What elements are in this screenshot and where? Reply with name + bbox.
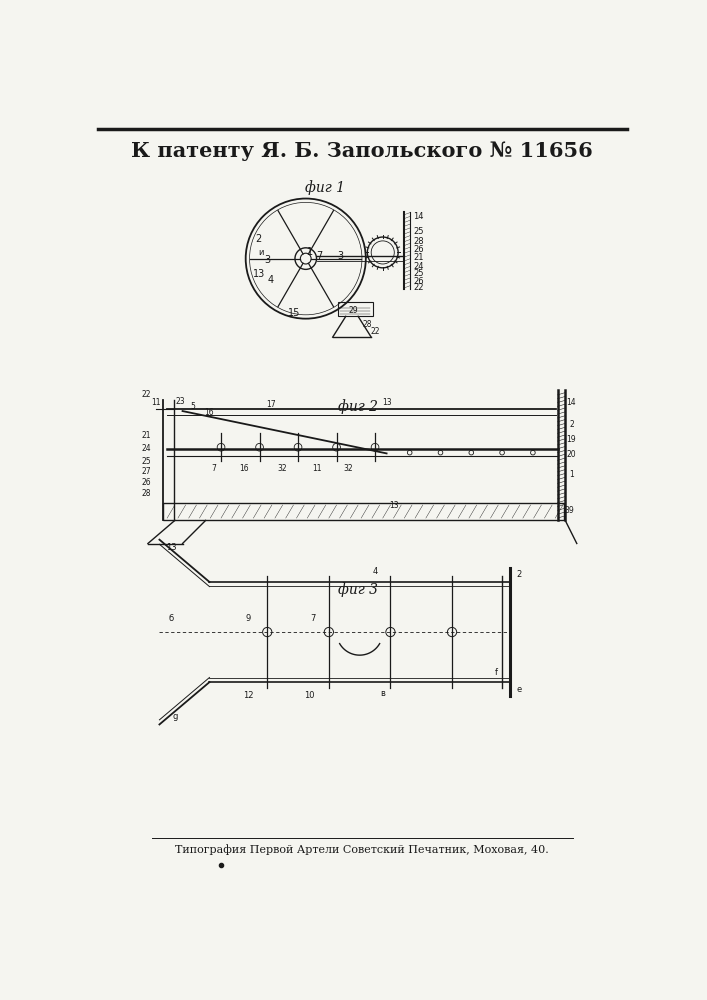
Text: 25: 25 <box>414 227 424 236</box>
Text: б: б <box>168 614 174 623</box>
Text: 13: 13 <box>253 269 266 279</box>
Text: 25: 25 <box>141 457 151 466</box>
Text: 28: 28 <box>363 320 372 329</box>
Text: 16: 16 <box>205 408 214 417</box>
Text: 14: 14 <box>566 398 576 407</box>
Text: 26: 26 <box>141 478 151 487</box>
Text: 14: 14 <box>414 212 424 221</box>
Text: 3: 3 <box>337 251 344 261</box>
Text: в: в <box>380 689 385 698</box>
Text: 2: 2 <box>255 234 261 244</box>
Text: 22: 22 <box>370 327 380 336</box>
Text: Типография Первой Артели Советский Печатник, Моховая, 40.: Типография Первой Артели Советский Печат… <box>175 845 549 855</box>
Text: 11: 11 <box>312 464 322 473</box>
Bar <box>163 503 563 520</box>
Text: К патенту Я. Б. Запольского № 11656: К патенту Я. Б. Запольского № 11656 <box>131 141 593 161</box>
Text: 1: 1 <box>569 470 574 479</box>
Text: 39: 39 <box>564 506 574 515</box>
Text: фиг 2: фиг 2 <box>338 399 378 414</box>
Text: 11: 11 <box>151 398 160 407</box>
Text: 24: 24 <box>414 262 424 271</box>
Text: 28: 28 <box>141 489 151 498</box>
Text: 10: 10 <box>304 691 315 700</box>
Text: е: е <box>516 685 522 694</box>
Text: 32: 32 <box>278 464 288 473</box>
Text: 3: 3 <box>264 255 270 265</box>
Text: 21: 21 <box>141 431 151 440</box>
Text: 26: 26 <box>414 277 424 286</box>
Text: 5: 5 <box>190 402 195 411</box>
Text: 9: 9 <box>245 614 250 623</box>
Text: 26: 26 <box>414 245 424 254</box>
Text: 25: 25 <box>414 269 424 278</box>
Text: фиг 1: фиг 1 <box>305 180 345 195</box>
Text: 28: 28 <box>414 237 424 246</box>
Text: 7: 7 <box>317 251 322 261</box>
Text: 16: 16 <box>240 464 249 473</box>
Text: 22: 22 <box>414 283 424 292</box>
Text: 2: 2 <box>516 570 522 579</box>
Text: 24: 24 <box>141 444 151 453</box>
Text: 17: 17 <box>267 400 276 409</box>
Text: 13: 13 <box>390 500 399 510</box>
Text: 12: 12 <box>243 691 253 700</box>
Text: 7: 7 <box>311 614 316 623</box>
Text: 7: 7 <box>211 464 216 473</box>
Text: g: g <box>173 712 177 721</box>
Text: 13: 13 <box>165 543 176 552</box>
Text: f: f <box>494 668 498 677</box>
Bar <box>338 302 373 316</box>
Text: и: и <box>258 248 264 257</box>
Text: 27: 27 <box>141 467 151 476</box>
Text: 22: 22 <box>141 390 151 399</box>
Text: 4: 4 <box>268 275 274 285</box>
Text: фиг 3: фиг 3 <box>338 582 378 597</box>
Text: 4: 4 <box>373 567 378 576</box>
Text: 19: 19 <box>566 435 576 444</box>
Text: 21: 21 <box>414 253 424 262</box>
Text: 2: 2 <box>569 420 574 429</box>
Text: 1: 1 <box>307 247 312 257</box>
Text: 13: 13 <box>382 398 392 407</box>
Text: 20: 20 <box>566 450 576 459</box>
Text: 15: 15 <box>288 308 300 318</box>
Text: 23: 23 <box>175 397 185 406</box>
Text: 32: 32 <box>344 464 353 473</box>
Text: 29: 29 <box>349 306 358 315</box>
